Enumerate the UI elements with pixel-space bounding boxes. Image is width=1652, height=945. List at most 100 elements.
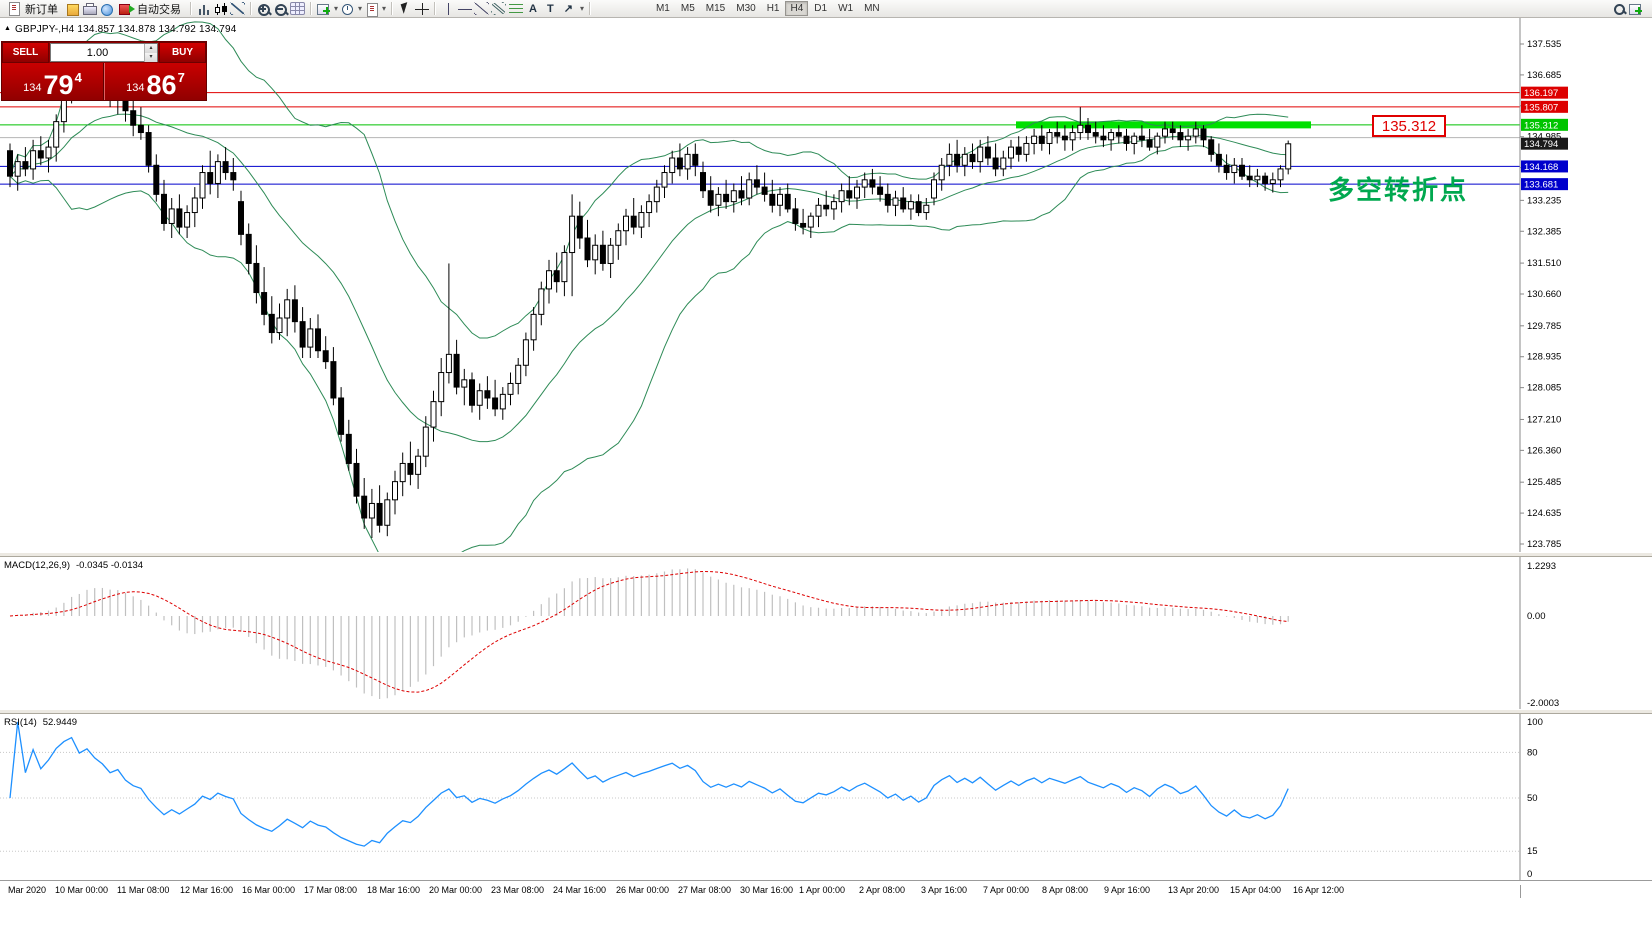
- timeframe-m30[interactable]: M30: [736, 3, 756, 14]
- svg-text:124.635: 124.635: [1527, 508, 1561, 519]
- sell-price-tile[interactable]: 134 79 4: [2, 63, 104, 100]
- time-label: 16 Mar 00:00: [242, 885, 296, 895]
- volume-increase-button[interactable]: ▴: [145, 43, 157, 53]
- tile-windows-icon[interactable]: [290, 2, 305, 15]
- panel-splitter[interactable]: [0, 552, 1652, 557]
- data-window-icon[interactable]: [98, 2, 113, 16]
- templates-icon[interactable]: [364, 2, 379, 17]
- arrow-tools-icon[interactable]: ↗: [563, 3, 573, 15]
- main-chart-panel[interactable]: 137.535136.685135.835134.985134.135133.2…: [0, 18, 1652, 572]
- svg-text:0.00: 0.00: [1527, 611, 1546, 622]
- one-click-collapse-icon[interactable]: ▲: [4, 25, 11, 32]
- search-icon[interactable]: [1611, 2, 1626, 15]
- time-label: 24 Mar 16:00: [553, 885, 607, 895]
- candlestick-mode-icon[interactable]: [213, 2, 228, 15]
- svg-text:133.681: 133.681: [1524, 180, 1558, 191]
- time-label: 7 Apr 00:00: [983, 885, 1030, 895]
- time-label: 15 Apr 04:00: [1230, 885, 1282, 895]
- arrow-tools-dropdown-icon[interactable]: ▾: [579, 4, 584, 13]
- main-toolbar: 新订单 自动交易 ▾ ▾ ▾ A T ↗ ▾ M1 M5 M15 M30 H1 H4 D1 W…: [0, 0, 1652, 18]
- buy-button[interactable]: BUY: [159, 42, 206, 63]
- print-icon[interactable]: [81, 2, 97, 15]
- text-label-tool-icon[interactable]: T: [547, 3, 554, 15]
- new-chart-icon[interactable]: [316, 2, 331, 15]
- timeframe-m15[interactable]: M15: [705, 3, 726, 14]
- svg-text:126.360: 126.360: [1527, 445, 1561, 456]
- svg-text:127.210: 127.210: [1527, 414, 1561, 425]
- svg-text:136.685: 136.685: [1527, 70, 1561, 81]
- timeframe-m1[interactable]: M1: [655, 3, 670, 14]
- svg-text:-2.0003: -2.0003: [1527, 698, 1559, 709]
- bar-chart-mode-icon[interactable]: [196, 2, 211, 15]
- time-label: 27 Mar 08:00: [678, 885, 732, 895]
- symbol-ohlc-header: GBPJPY-,H4 134.857 134.878 134.792 134.7…: [15, 24, 237, 35]
- timeframe-d1[interactable]: D1: [814, 3, 828, 14]
- rsi-label: RSI(14) 52.9449: [4, 717, 77, 728]
- time-axis[interactable]: Mar 2020 10 Mar 00:00 11 Mar 08:00 12 Mar 1…: [0, 880, 1652, 903]
- svg-text:128.085: 128.085: [1527, 383, 1561, 394]
- line-chart-mode-icon[interactable]: [230, 2, 245, 15]
- rsi-value: 52.9449: [42, 717, 78, 728]
- timeframe-h1[interactable]: H1: [766, 3, 780, 14]
- buy-price-big: 134: [126, 82, 145, 94]
- time-label: Mar 2020: [8, 885, 47, 895]
- svg-text:136.197: 136.197: [1524, 88, 1558, 99]
- trendline-tool-icon[interactable]: [474, 2, 490, 15]
- new-order-button[interactable]: 新订单: [3, 1, 62, 17]
- macd-svg[interactable]: 1.2293 0.00 -2.0003: [0, 557, 1652, 709]
- toolbar-separator: [310, 2, 311, 15]
- zoom-out-icon[interactable]: [273, 2, 288, 16]
- channel-tool-icon[interactable]: [491, 2, 506, 15]
- chart-profile-icon[interactable]: [64, 2, 79, 16]
- timeframe-h4[interactable]: H4: [785, 1, 809, 16]
- toolbar-separator: [434, 2, 436, 15]
- toolbar-right-group: [1611, 2, 1649, 15]
- crosshair-icon[interactable]: [414, 2, 429, 15]
- rsi-levels: [0, 751, 1520, 852]
- text-tool-icon[interactable]: A: [529, 3, 537, 15]
- time-label: 9 Apr 16:00: [1104, 885, 1151, 895]
- volume-field[interactable]: 1.00 ▴ ▾: [50, 43, 158, 62]
- timeframe-mn[interactable]: MN: [864, 3, 880, 14]
- volume-value[interactable]: 1.00: [86, 46, 109, 59]
- macd-axis[interactable]: 1.2293 0.00 -2.0003: [1519, 557, 1652, 709]
- new-order-icon: [7, 2, 22, 16]
- vertical-line-tool-icon[interactable]: [440, 2, 456, 15]
- buy-price-point: 7: [177, 70, 185, 85]
- rsi-panel[interactable]: RSI(14) 52.9449 100 80 50 15 0: [0, 714, 1652, 880]
- new-chart-dropdown-icon[interactable]: ▾: [334, 4, 339, 13]
- periods-dropdown-icon[interactable]: ▾: [358, 4, 363, 13]
- macd-panel[interactable]: MACD(12,26,9) -0.0345 -0.0134 1.2293 0.00 -…: [0, 557, 1652, 709]
- autotrading-button[interactable]: 自动交易: [115, 1, 185, 17]
- horizontal-line-tool-icon[interactable]: [457, 2, 473, 15]
- volume-decrease-button[interactable]: ▾: [145, 52, 157, 62]
- svg-text:1.2293: 1.2293: [1527, 561, 1556, 572]
- rsi-svg[interactable]: 100 80 50 15 0: [0, 714, 1652, 880]
- sell-price-pips: 79: [43, 70, 74, 101]
- time-label: 8 Apr 08:00: [1042, 885, 1089, 895]
- timeframe-w1[interactable]: W1: [838, 3, 854, 14]
- price-chart-svg[interactable]: 137.535136.685135.835134.985134.135133.2…: [0, 18, 1652, 572]
- rsi-axis[interactable]: 100 80 50 15 0: [1519, 714, 1652, 880]
- sell-button[interactable]: SELL: [2, 42, 49, 63]
- timeframe-m5[interactable]: M5: [680, 3, 695, 14]
- cursor-icon[interactable]: [397, 2, 412, 15]
- rsi-line: [9, 721, 1289, 847]
- fibonacci-tool-icon[interactable]: [508, 2, 523, 15]
- turning-point-annotation[interactable]: 多空转折点: [1328, 175, 1469, 205]
- zoom-in-icon[interactable]: [256, 2, 271, 16]
- periods-icon[interactable]: [340, 2, 355, 15]
- sell-price-point: 4: [74, 70, 82, 85]
- panel-splitter[interactable]: [0, 709, 1652, 714]
- sell-price-big: 134: [23, 82, 42, 94]
- price-level-annotation[interactable]: 135.312: [1372, 115, 1446, 137]
- new-window-icon[interactable]: [1628, 2, 1643, 15]
- svg-text:132.385: 132.385: [1527, 226, 1561, 237]
- templates-dropdown-icon[interactable]: ▾: [382, 4, 387, 13]
- buy-price-tile[interactable]: 134 86 7: [104, 63, 206, 100]
- time-label: 13 Apr 20:00: [1168, 885, 1220, 895]
- bollinger-bands: [9, 21, 1289, 572]
- svg-text:134.168: 134.168: [1524, 162, 1558, 173]
- support-resistance-lines: [0, 92, 1520, 185]
- svg-text:135.312: 135.312: [1524, 120, 1558, 131]
